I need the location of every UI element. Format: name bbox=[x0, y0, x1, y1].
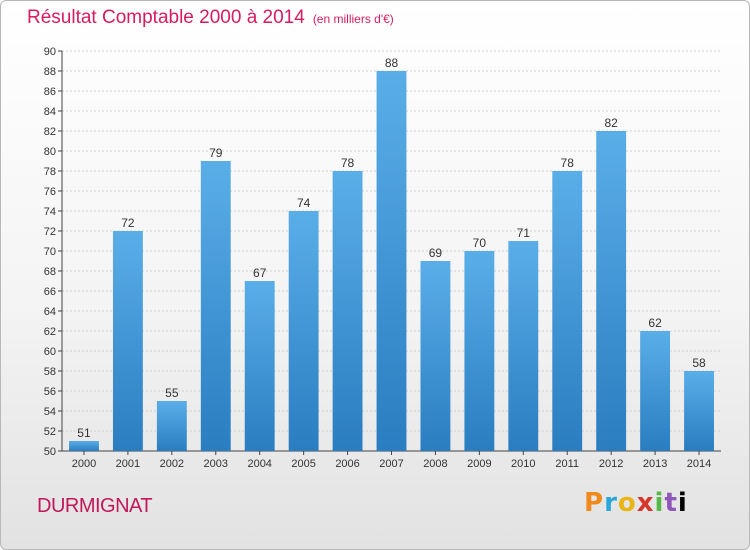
logo-letter: o bbox=[617, 488, 637, 518]
data-label: 78 bbox=[561, 156, 575, 170]
logo-letter: t bbox=[664, 488, 678, 518]
x-tick-label: 2014 bbox=[687, 458, 711, 470]
data-label: 74 bbox=[297, 196, 311, 210]
bar bbox=[464, 251, 495, 451]
y-tick-label: 68 bbox=[44, 266, 56, 278]
y-tick-label: 66 bbox=[44, 286, 56, 298]
data-label: 67 bbox=[253, 266, 267, 280]
x-tick-label: 2005 bbox=[291, 458, 315, 470]
bar bbox=[420, 261, 451, 451]
data-label: 70 bbox=[473, 236, 487, 250]
x-tick-label: 2001 bbox=[116, 458, 140, 470]
x-tick-label: 2006 bbox=[335, 458, 359, 470]
x-tick-label: 2000 bbox=[72, 458, 96, 470]
data-label: 58 bbox=[692, 356, 706, 370]
x-tick-label: 2008 bbox=[423, 458, 447, 470]
bar bbox=[244, 281, 275, 451]
x-tick-label: 2004 bbox=[247, 458, 271, 470]
y-tick-label: 64 bbox=[44, 306, 56, 318]
data-label: 62 bbox=[648, 316, 662, 330]
y-tick-label: 56 bbox=[44, 386, 56, 398]
y-tick-label: 82 bbox=[44, 126, 56, 138]
logo-letter: i bbox=[654, 488, 665, 518]
y-tick-label: 70 bbox=[44, 246, 56, 258]
bar bbox=[200, 161, 231, 451]
y-tick-label: 78 bbox=[44, 166, 56, 178]
proxiti-logo: Proxiti bbox=[584, 488, 688, 518]
y-tick-label: 62 bbox=[44, 326, 56, 338]
y-tick-label: 58 bbox=[44, 366, 56, 378]
logo-letter: r bbox=[604, 488, 618, 518]
chart-title: Résultat Comptable 2000 à 2014 (en millie… bbox=[27, 7, 394, 29]
x-tick-label: 2010 bbox=[511, 458, 535, 470]
y-tick-label: 80 bbox=[44, 146, 56, 158]
location-label: DURMIGNAT bbox=[37, 495, 153, 517]
bar bbox=[376, 71, 407, 451]
bar bbox=[69, 441, 99, 451]
bar bbox=[552, 171, 583, 451]
x-tick-label: 2007 bbox=[379, 458, 403, 470]
x-tick-label: 2013 bbox=[643, 458, 667, 470]
data-label: 55 bbox=[165, 386, 179, 400]
y-tick-label: 72 bbox=[44, 226, 56, 238]
data-label: 78 bbox=[341, 156, 355, 170]
chart-title-text: Résultat Comptable 2000 à 2014 bbox=[27, 7, 305, 28]
data-label: 82 bbox=[604, 116, 618, 130]
y-tick-label: 86 bbox=[44, 86, 56, 98]
bar bbox=[332, 171, 363, 451]
x-tick-label: 2009 bbox=[467, 458, 491, 470]
x-tick-label: 2012 bbox=[599, 458, 623, 470]
data-label: 71 bbox=[517, 226, 531, 240]
y-tick-label: 50 bbox=[44, 446, 56, 458]
x-tick-label: 2011 bbox=[555, 458, 579, 470]
data-label: 69 bbox=[429, 246, 443, 260]
bar bbox=[156, 401, 187, 451]
y-tick-label: 76 bbox=[44, 186, 56, 198]
bar bbox=[596, 131, 627, 451]
x-tick-label: 2002 bbox=[160, 458, 184, 470]
bar bbox=[640, 331, 671, 451]
y-tick-label: 54 bbox=[44, 406, 56, 418]
x-tick-label: 2003 bbox=[204, 458, 228, 470]
data-label: 88 bbox=[385, 56, 399, 70]
data-label: 79 bbox=[209, 146, 223, 160]
bar bbox=[684, 371, 714, 451]
y-tick-label: 74 bbox=[44, 206, 56, 218]
y-tick-label: 60 bbox=[44, 346, 56, 358]
y-tick-label: 84 bbox=[44, 106, 56, 118]
chart-subtitle: (en milliers d'€) bbox=[312, 12, 394, 26]
y-tick-label: 88 bbox=[44, 66, 56, 78]
bar bbox=[288, 211, 319, 451]
bar bbox=[508, 241, 539, 451]
data-label: 51 bbox=[77, 426, 91, 440]
data-label: 72 bbox=[121, 216, 135, 230]
logo-letter: i bbox=[677, 488, 688, 518]
logo-letter: x bbox=[636, 488, 655, 518]
y-tick-label: 52 bbox=[44, 426, 56, 438]
logo-letter: P bbox=[584, 488, 605, 518]
y-tick-label: 90 bbox=[44, 46, 56, 58]
bar bbox=[112, 231, 143, 451]
